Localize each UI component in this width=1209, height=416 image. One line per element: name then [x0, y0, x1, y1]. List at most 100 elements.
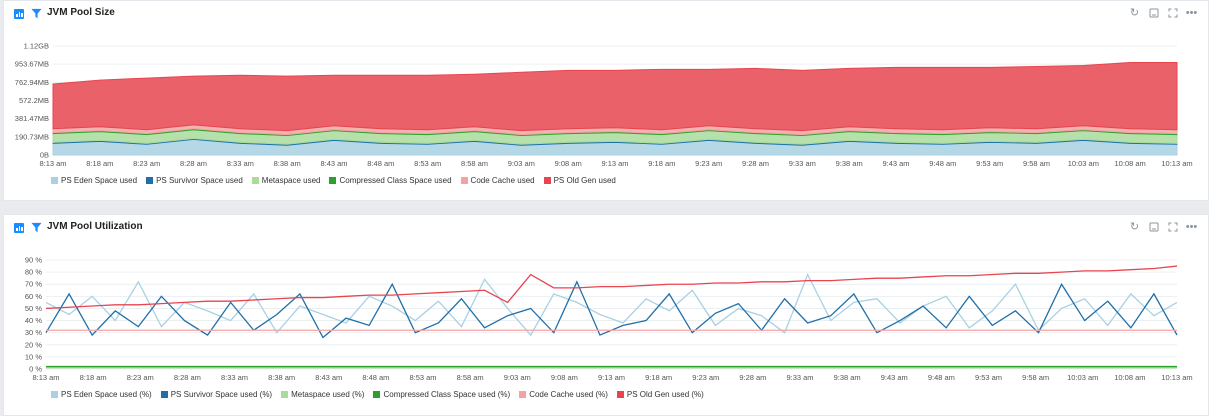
- y-tick-label: 0 %: [29, 365, 42, 374]
- legend-label: Metaspace used (%): [291, 390, 365, 399]
- y-tick-label: 572.2MB: [19, 96, 49, 105]
- pool-utilization-legend: PS Eden Space used (%) PS Survivor Space …: [51, 390, 704, 399]
- x-tick-label: 8:38 am: [268, 373, 295, 382]
- legend-label: PS Old Gen used (%): [626, 390, 704, 399]
- line-series-1[interactable]: [45, 280, 1178, 339]
- jvm-pool-size-panel: JVM Pool Size ↻ ••• 0B 190.73MB 381.47MB 57…: [3, 0, 1209, 201]
- x-tick-label: 8:28 am: [174, 373, 201, 382]
- area-series-5[interactable]: [52, 62, 1178, 132]
- x-tick-label: 9:33 am: [789, 159, 816, 168]
- y-tick-label: 20 %: [25, 340, 42, 349]
- x-tick-label: 9:08 am: [555, 159, 582, 168]
- x-tick-label: 9:38 am: [836, 159, 863, 168]
- x-tick-label: 9:13 am: [598, 373, 625, 382]
- legend-label: PS Eden Space used: [61, 176, 138, 185]
- x-tick-label: 8:53 am: [414, 159, 441, 168]
- x-tick-label: 8:48 am: [362, 373, 389, 382]
- pool-utilization-chart: 0 % 10 % 20 % 30 % 40 % 50 % 60 % 70 % 80 % 90 % 8…: [25, 256, 1193, 383]
- pool-size-chart: 0B 190.73MB 381.47MB 572.2MB 762.94MB 953.67M…: [15, 42, 1193, 169]
- x-tick-label: 8:23 am: [127, 373, 154, 382]
- x-tick-label: 8:48 am: [367, 159, 394, 168]
- x-tick-label: 8:58 am: [457, 373, 484, 382]
- filter-icon[interactable]: [31, 8, 42, 19]
- panel-title: JVM Pool Utilization: [47, 221, 143, 232]
- refresh-icon[interactable]: ↻: [1129, 221, 1140, 233]
- x-tick-label: 9:13 am: [601, 159, 628, 168]
- legend-item[interactable]: Code Cache used (%): [519, 390, 608, 399]
- x-tick-label: 8:18 am: [80, 373, 107, 382]
- legend-item[interactable]: PS Eden Space used: [51, 176, 137, 185]
- refresh-icon[interactable]: ↻: [1129, 7, 1140, 19]
- x-tick-label: 9:58 am: [1022, 373, 1049, 382]
- legend-item[interactable]: PS Survivor Space used: [146, 176, 243, 185]
- line-series-0[interactable]: [45, 272, 1178, 337]
- legend-swatch: [51, 391, 58, 398]
- x-tick-label: 8:33 am: [227, 159, 254, 168]
- y-tick-label: 70 %: [25, 280, 42, 289]
- y-tick-label: 953.67MB: [15, 60, 49, 69]
- legend-label: Code Cache used: [470, 176, 535, 185]
- panel-header: JVM Pool Size ↻ •••: [4, 1, 1208, 27]
- minimize-icon[interactable]: [1147, 6, 1160, 19]
- x-tick-label: 8:13 am: [39, 159, 66, 168]
- legend-swatch: [251, 177, 259, 184]
- legend-item[interactable]: PS Old Gen used (%): [616, 390, 704, 399]
- minimize-icon[interactable]: [1147, 220, 1160, 233]
- y-tick-label: 60 %: [25, 292, 42, 301]
- x-tick-label: 8:23 am: [133, 159, 160, 168]
- legend-item[interactable]: Metaspace used (%): [281, 390, 364, 399]
- x-tick-label: 9:18 am: [645, 373, 672, 382]
- legend-item[interactable]: PS Eden Space used (%): [51, 390, 152, 399]
- filter-icon[interactable]: [31, 222, 42, 233]
- x-tick-label: 8:58 am: [461, 159, 488, 168]
- expand-icon[interactable]: [1166, 6, 1179, 19]
- x-tick-label: 10:13 am: [1161, 159, 1192, 168]
- legend-label: PS Survivor Space used: [156, 176, 243, 185]
- x-tick-label: 9:38 am: [834, 373, 861, 382]
- x-tick-label: 9:58 am: [1023, 159, 1050, 168]
- legend-label: Compressed Class Space used: [339, 176, 452, 185]
- x-tick-label: 10:08 am: [1114, 373, 1145, 382]
- y-tick-label: 381.47MB: [15, 114, 49, 123]
- x-tick-label: 9:08 am: [551, 373, 578, 382]
- x-tick-label: 9:03 am: [504, 373, 531, 382]
- panel-header: JVM Pool Utilization ↻ •••: [4, 215, 1208, 241]
- legend-label: Code Cache used (%): [529, 390, 608, 399]
- x-tick-label: 8:43 am: [320, 159, 347, 168]
- x-tick-label: 9:43 am: [881, 373, 908, 382]
- legend-label: PS Eden Space used (%): [61, 390, 152, 399]
- chart-type-icon[interactable]: [14, 9, 24, 19]
- legend-swatch: [616, 391, 624, 398]
- line-series-5[interactable]: [45, 265, 1178, 310]
- y-tick-label: 10 %: [25, 352, 42, 361]
- legend-item[interactable]: PS Old Gen used: [543, 176, 616, 185]
- legend-item[interactable]: PS Survivor Space used (%): [160, 390, 273, 399]
- x-tick-label: 9:28 am: [739, 373, 766, 382]
- x-tick-label: 9:23 am: [692, 373, 719, 382]
- x-tick-label: 10:08 am: [1115, 159, 1146, 168]
- x-tick-label: 9:28 am: [742, 159, 769, 168]
- y-tick-label: 40 %: [25, 316, 42, 325]
- legend-swatch: [519, 391, 527, 398]
- legend-item[interactable]: Metaspace used: [251, 176, 321, 185]
- y-tick-label: 90 %: [25, 256, 42, 265]
- legend-item[interactable]: Code Cache used: [460, 176, 535, 185]
- legend-swatch: [281, 391, 289, 398]
- legend-label: Metaspace used: [261, 176, 321, 185]
- jvm-pool-utilization-panel: JVM Pool Utilization ↻ ••• 0 % 10 % 20 % 30…: [3, 214, 1209, 416]
- x-tick-label: 8:33 am: [221, 373, 248, 382]
- x-tick-label: 10:13 am: [1161, 373, 1192, 382]
- legend-item[interactable]: Compressed Class Space used (%): [373, 390, 510, 399]
- chart-type-icon[interactable]: [14, 223, 24, 233]
- more-icon[interactable]: •••: [1185, 220, 1198, 233]
- x-tick-label: 8:38 am: [274, 159, 301, 168]
- legend-item[interactable]: Compressed Class Space used: [329, 176, 452, 185]
- x-tick-label: 9:23 am: [695, 159, 722, 168]
- more-icon[interactable]: •••: [1185, 6, 1198, 19]
- y-tick-label: 30 %: [25, 328, 42, 337]
- legend-swatch: [373, 391, 381, 398]
- y-tick-label: 80 %: [25, 268, 42, 277]
- legend-label: PS Survivor Space used (%): [170, 390, 273, 399]
- expand-icon[interactable]: [1166, 220, 1179, 233]
- y-tick-label: 1.12GB: [24, 42, 49, 51]
